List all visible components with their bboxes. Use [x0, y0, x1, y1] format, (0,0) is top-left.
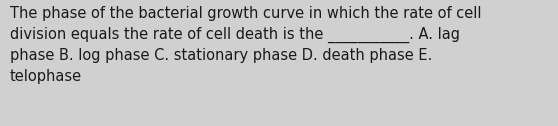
Text: The phase of the bacterial growth curve in which the rate of cell
division equal: The phase of the bacterial growth curve …: [10, 6, 482, 84]
